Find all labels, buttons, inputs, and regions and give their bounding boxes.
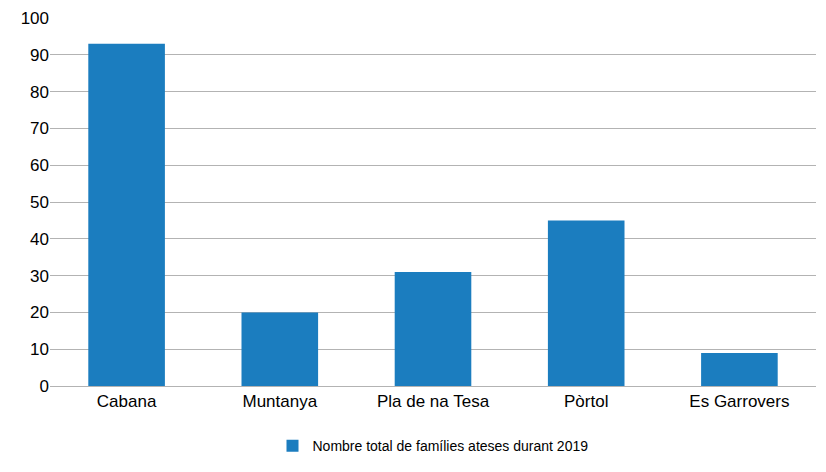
svg-text:80: 80 xyxy=(30,83,49,102)
svg-text:Muntanya: Muntanya xyxy=(242,392,317,411)
svg-text:70: 70 xyxy=(30,119,49,138)
svg-text:Nombre total de famílies atese: Nombre total de famílies ateses durant 2… xyxy=(313,438,589,454)
svg-text:90: 90 xyxy=(30,46,49,65)
svg-text:Pla de na Tesa: Pla de na Tesa xyxy=(377,392,490,411)
svg-text:50: 50 xyxy=(30,193,49,212)
svg-text:20: 20 xyxy=(30,303,49,322)
svg-text:0: 0 xyxy=(40,377,49,396)
svg-text:Cabana: Cabana xyxy=(97,392,157,411)
svg-text:10: 10 xyxy=(30,340,49,359)
svg-text:30: 30 xyxy=(30,267,49,286)
svg-text:60: 60 xyxy=(30,156,49,175)
svg-text:Pòrtol: Pòrtol xyxy=(564,392,608,411)
svg-text:100: 100 xyxy=(21,9,49,28)
svg-text:40: 40 xyxy=(30,230,49,249)
svg-text:Es Garrovers: Es Garrovers xyxy=(689,392,789,411)
